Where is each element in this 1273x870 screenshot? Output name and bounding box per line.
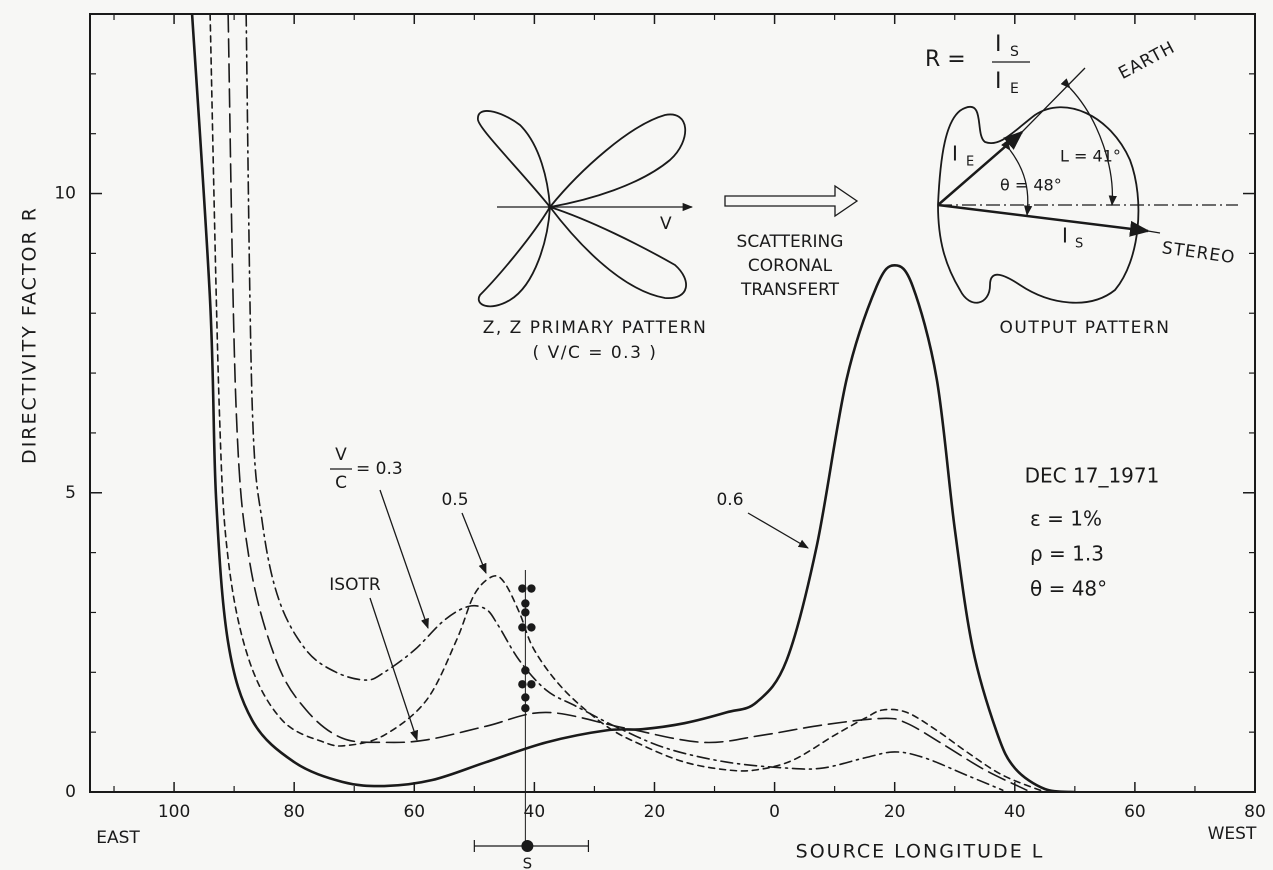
curve xyxy=(190,14,1077,792)
x-tick-label: 20 xyxy=(644,802,666,822)
transfer-label: CORONAL xyxy=(748,256,833,276)
transfer-label: TRANSFERT xyxy=(740,280,840,300)
curve xyxy=(209,14,1046,792)
annotation: = 0.3 xyxy=(356,459,403,479)
primary-pattern: V Z, Z PRIMARY PATTERN ( V/C = 0.3 ) xyxy=(477,110,708,363)
observation-point xyxy=(527,623,536,632)
formula-den-sub: E xyxy=(1010,81,1019,97)
curve xyxy=(245,14,1004,792)
annotation-arrow xyxy=(369,597,419,741)
formula-den: I xyxy=(995,69,1002,94)
x-tick-label: 60 xyxy=(1124,802,1146,822)
l-angle-arc xyxy=(1060,78,1117,207)
x-tick-label: 40 xyxy=(524,802,546,822)
x-tick-label: 80 xyxy=(283,802,305,822)
is-label: I xyxy=(1062,224,1068,248)
info-date: DEC 17_1971 xyxy=(1025,464,1160,488)
annotation: C xyxy=(335,473,347,493)
observation-point xyxy=(518,680,527,689)
is-arrow xyxy=(937,203,1150,237)
info-param: ε = 1% xyxy=(1030,507,1102,531)
annotation: ISOTR xyxy=(329,575,381,595)
east-label: EAST xyxy=(96,828,140,848)
primary-label: Z, Z PRIMARY PATTERN xyxy=(483,318,708,338)
observation-point xyxy=(518,584,527,593)
formula-num: I xyxy=(995,32,1002,57)
formula-r: R = xyxy=(925,47,966,72)
annotation: V xyxy=(335,445,347,465)
stereo-label: STEREO xyxy=(1161,238,1237,268)
is-sub: S xyxy=(1075,237,1083,252)
transfer-arrow xyxy=(724,184,859,218)
ie-sub: E xyxy=(966,155,974,170)
x-tick-label: 80 xyxy=(1244,802,1266,822)
info-param: θ = 48° xyxy=(1030,577,1107,601)
theta-label: θ = 48° xyxy=(1000,176,1062,195)
primary-sub: ( V/C = 0.3 ) xyxy=(533,343,658,363)
earth-label: EARTH xyxy=(1115,37,1178,83)
y-tick-label: 5 xyxy=(65,483,76,503)
lobe xyxy=(547,205,687,299)
annotation: 0.5 xyxy=(441,490,468,510)
s-label: S xyxy=(523,855,533,870)
curve xyxy=(227,14,1028,792)
y-tick-label: 0 xyxy=(65,782,76,802)
x-tick-label: 40 xyxy=(1004,802,1026,822)
earth-line xyxy=(1021,67,1086,133)
x-axis-label: SOURCE LONGITUDE L xyxy=(796,841,1045,863)
observation-point xyxy=(518,623,527,632)
lobe xyxy=(477,110,552,210)
y-tick-label: 10 xyxy=(54,184,76,204)
y-axis-label: DIRECTIVITY FACTOR R xyxy=(19,206,41,464)
output-pattern: EARTH STEREO L = 41° θ = 48° I E I S R =… xyxy=(925,32,1238,338)
lobe xyxy=(547,113,687,209)
l-angle-label: L = 41° xyxy=(1060,147,1121,166)
observation-point xyxy=(527,680,536,689)
observation-point xyxy=(527,584,536,593)
x-tick-label: 60 xyxy=(403,802,425,822)
info-param: ρ = 1.3 xyxy=(1030,542,1104,566)
stereo-line xyxy=(1147,230,1161,234)
ie-label: I xyxy=(952,142,958,166)
theta-arc xyxy=(1001,140,1033,217)
x-tick-label: 20 xyxy=(884,802,906,822)
annotation-arrow xyxy=(461,512,487,574)
annotation: 0.6 xyxy=(716,490,743,510)
lobe xyxy=(477,206,551,308)
plot-frame xyxy=(89,13,1256,793)
x-tick-label: 0 xyxy=(769,802,780,822)
annotation-arrow xyxy=(747,512,809,549)
s-point xyxy=(521,840,534,852)
output-label: OUTPUT PATTERN xyxy=(1000,318,1171,338)
annotation-arrow xyxy=(379,489,429,629)
west-label: WEST xyxy=(1208,824,1257,844)
formula-num-sub: S xyxy=(1010,44,1019,60)
transfer-label: SCATTERING xyxy=(737,232,844,252)
v-label: V xyxy=(660,214,672,234)
x-tick-label: 100 xyxy=(158,802,190,822)
